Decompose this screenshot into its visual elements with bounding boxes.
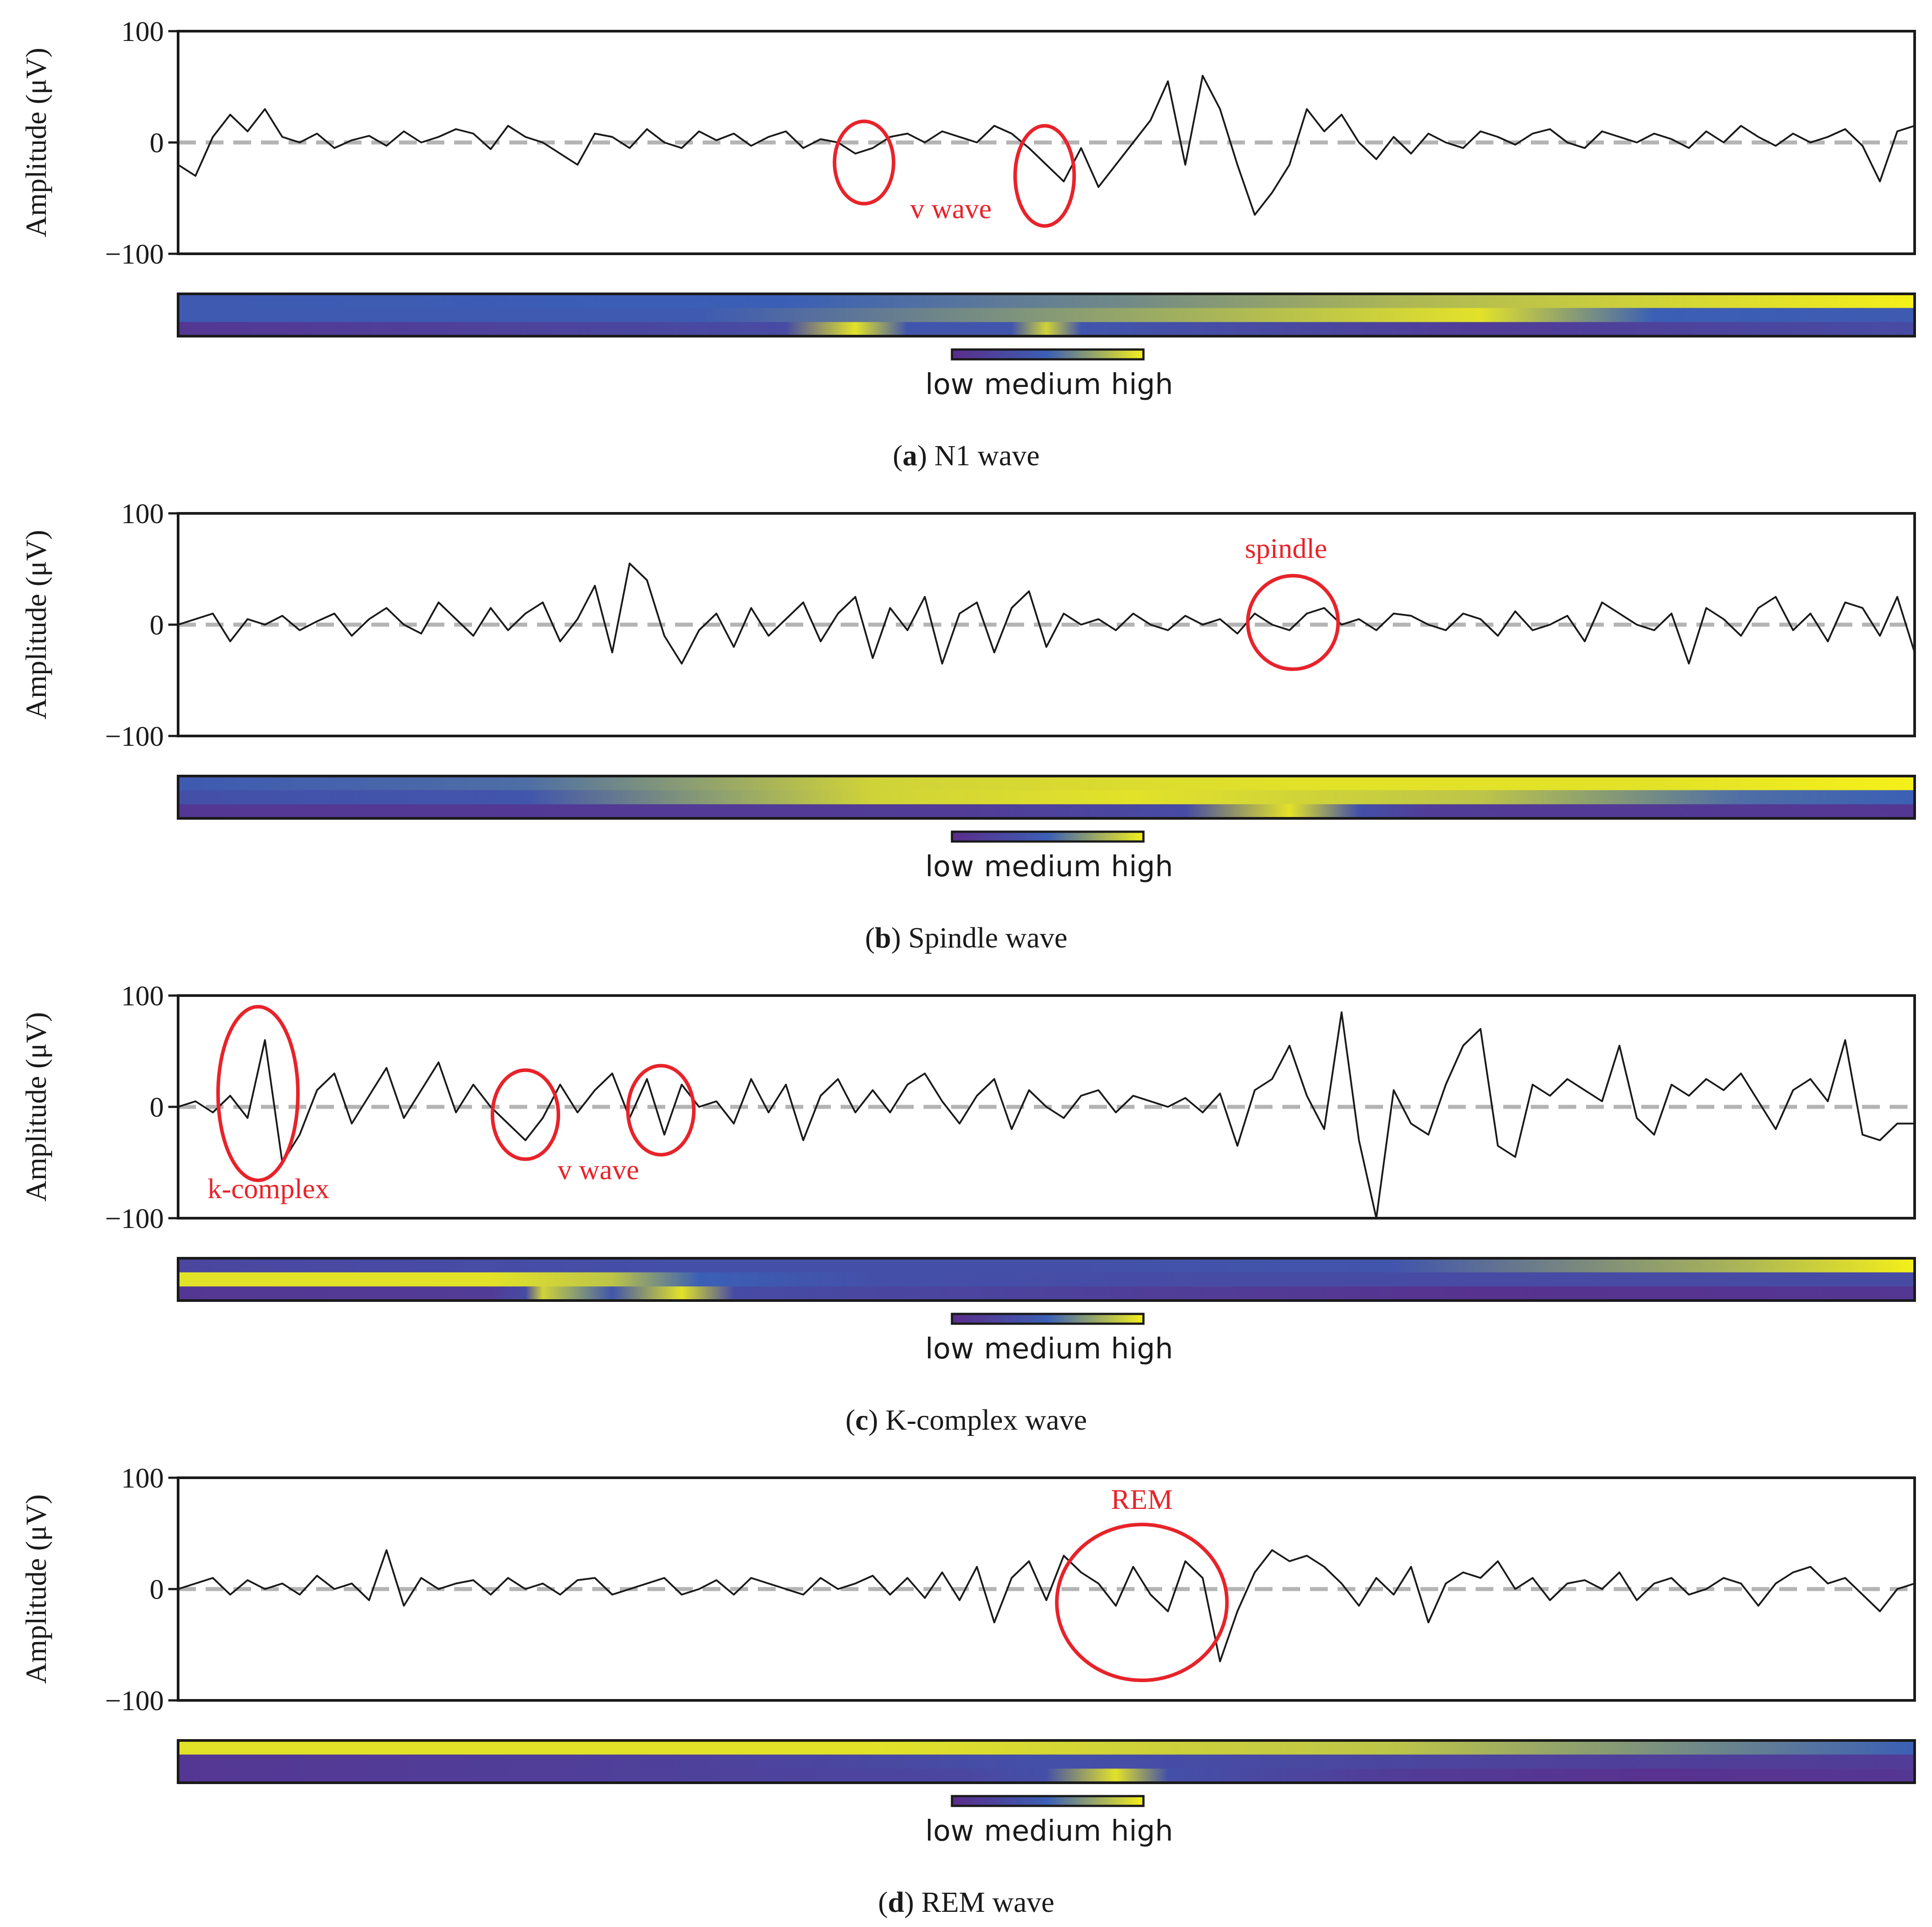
attention-heatmap-row [178,1258,1915,1273]
annotation-label: k-complex [207,1173,329,1204]
y-tick-label: 100 [121,980,164,1012]
colorbar-medium-label: medium [984,368,1101,401]
panel-caption: (c) K-complex wave [846,1404,1087,1436]
annotation-ellipse [626,1064,696,1157]
panel-d: 100 0 −100 Amplitude (μV) REM low medium high (d… [20,1462,1916,1919]
attention-heatmap-row [178,1754,1915,1769]
attention-colorbar [951,348,1145,361]
attention-heatmap-row [178,1740,1915,1755]
annotation-label: spindle [1245,533,1327,564]
annotation-ellipse [490,1068,561,1161]
attention-heatmap-frame [177,293,1916,337]
attention-heatmap-row [178,322,1915,337]
panel-a: 100 0 −100 Amplitude (μV) v wave low medium hig… [20,16,1916,472]
y-tick-label: 0 [150,1091,164,1123]
colorbar-low-label: low [925,1333,974,1366]
colorbar-high-label: high [1111,1333,1173,1366]
y-tick-label: −100 [105,1685,164,1716]
attention-heatmap-row [178,294,1915,309]
eeg-signal-line [178,1549,1915,1663]
attention-heatmap-frame [177,1257,1916,1302]
y-axis-label: Amplitude (μV) [20,1494,53,1684]
attention-heatmap-row [178,804,1915,819]
colorbar-medium-label: medium [984,850,1101,883]
attention-heatmap-row [178,308,1915,322]
y-axis-label: Amplitude (μV) [20,530,53,720]
colorbar-low-label: low [925,368,974,401]
attention-colorbar [951,1795,1145,1807]
colorbar-low-label: low [925,850,974,883]
annotation-label: v wave [557,1154,639,1186]
annotation-ellipse [216,1005,300,1182]
attention-heatmap-row [178,776,1915,791]
attention-heatmap-row [178,1272,1915,1287]
eeg-signal-line [178,1011,1915,1219]
y-tick-label: −100 [105,238,164,270]
y-tick-label: 100 [121,498,164,529]
annotation-ellipse [1246,574,1340,671]
y-tick-label: 0 [150,127,164,159]
colorbar-medium-label: medium [984,1333,1101,1366]
y-tick-label: 100 [121,1462,164,1494]
annotation-label: REM [1111,1484,1173,1515]
eeg-signal-line [177,75,1915,216]
attention-heatmap-frame [177,1739,1916,1784]
panel-caption: (a) N1 wave [893,439,1040,472]
attention-colorbar [951,1313,1145,1325]
y-tick-label: −100 [105,1203,164,1234]
y-tick-label: 0 [150,1573,164,1605]
y-tick-label: 0 [150,609,164,641]
panel-caption: (d) REM wave [878,1886,1054,1919]
annotation-ellipse [1055,1523,1229,1682]
eeg-signal-line [178,562,1916,665]
colorbar-high-label: high [1111,1815,1173,1848]
attention-heatmap-frame [177,775,1916,820]
attention-heatmap-row [178,1286,1915,1301]
attention-colorbar [951,830,1145,843]
attention-heatmap-row [178,790,1915,805]
annotation-ellipse [1013,124,1076,228]
colorbar-low-label: low [925,1815,974,1848]
colorbar-medium-label: medium [984,1815,1101,1848]
panel-b: 100 0 −100 Amplitude (μV) spindle low medium hi… [20,498,1916,954]
panel-c: 100 0 −100 Amplitude (μV) k-complex v wave low… [20,980,1916,1436]
panel-caption: (b) Spindle wave [865,922,1068,954]
colorbar-high-label: high [1111,850,1173,883]
y-tick-label: 100 [121,16,164,47]
annotation-label: v wave [910,193,992,224]
y-axis-label: Amplitude (μV) [20,1012,53,1202]
colorbar-high-label: high [1111,368,1173,401]
attention-heatmap-row [178,1768,1915,1783]
annotation-ellipse [833,119,895,206]
y-axis-label: Amplitude (μV) [20,48,53,237]
y-tick-label: −100 [105,720,164,752]
